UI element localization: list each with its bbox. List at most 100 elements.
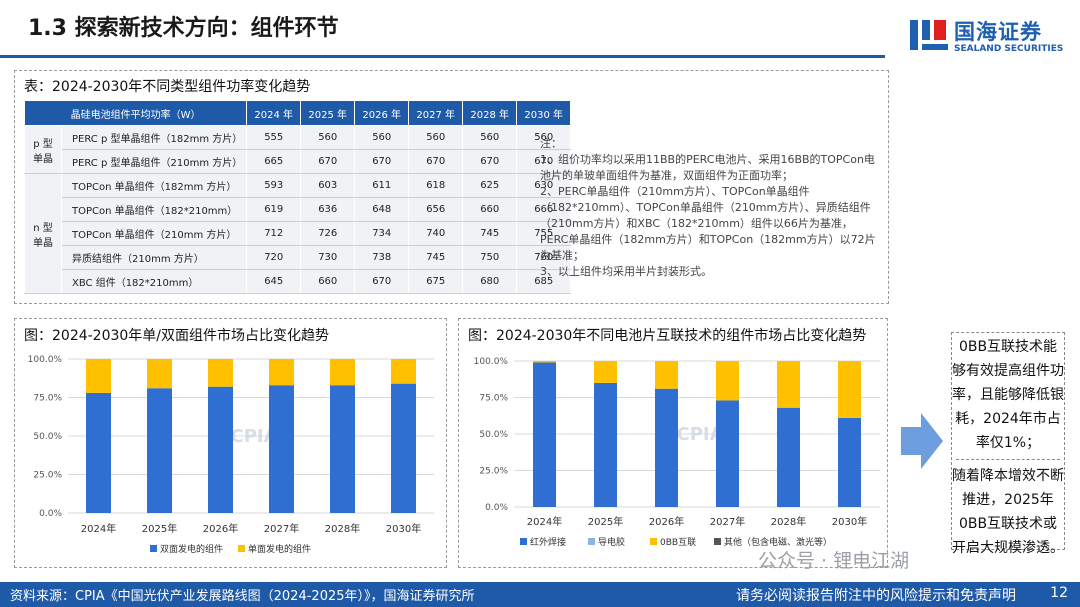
- legend-swatch: [520, 538, 527, 545]
- table-cell-value: 670: [462, 149, 518, 174]
- table-header-year: 2025 年: [300, 100, 356, 126]
- table-cell-module: TOPCon 单晶组件（182mm 方片）: [60, 173, 248, 198]
- arrow-right-icon: [901, 413, 943, 469]
- bar-segment: [147, 388, 172, 513]
- table-cell-value: 745: [408, 245, 464, 270]
- table-header-year: 2024 年: [246, 100, 302, 126]
- bar-segment: [269, 359, 294, 386]
- x-tick-label: 2025年: [588, 515, 623, 528]
- table-cell-value: 665: [246, 149, 302, 174]
- table-cell-value: 738: [354, 245, 410, 270]
- bar-segment: [330, 359, 355, 386]
- chart2-panel: [458, 318, 888, 568]
- legend-swatch: [150, 545, 157, 552]
- legend-label: 双面发电的组件: [160, 543, 223, 555]
- page-number: 12: [1050, 585, 1068, 601]
- legend-label: 导电胶: [598, 536, 625, 548]
- table-cell-module: PERC p 型单晶组件（210mm 方片）: [60, 149, 248, 174]
- x-tick-label: 2027年: [710, 515, 745, 528]
- legend-label: 单面发电的组件: [248, 543, 311, 555]
- notes-label: 注：: [540, 137, 562, 150]
- bar-segment: [594, 382, 617, 507]
- y-tick-label: 0.0%: [485, 503, 508, 513]
- table-cell-value: 560: [462, 125, 518, 150]
- logo-text-en: SEALAND SECURITIES: [954, 44, 1064, 54]
- table-row: TOPCon 单晶组件（182*210mm） 619 636 648 656 660 666: [25, 197, 572, 222]
- table-cell-module: XBC 组件（182*210mm）: [60, 269, 248, 294]
- table-cell-value: 680: [462, 269, 518, 294]
- legend-swatch: [588, 538, 595, 545]
- table-cell-value: 670: [354, 269, 410, 294]
- y-tick-label: 50.0%: [33, 432, 62, 442]
- bar-segment: [838, 417, 861, 507]
- table-cell-value: 660: [462, 197, 518, 222]
- conclusion-box: 0BB互联技术能够有效提高组件功率，且能够降低银耗，2024年市占率仅1%； 随…: [951, 332, 1065, 556]
- table-cell-value: 675: [408, 269, 464, 294]
- bar-segment: [86, 392, 111, 513]
- table-header-year: 2028 年: [462, 100, 518, 126]
- footer-disclaimer: 请务必阅读报告附注中的风险提示和免责声明: [736, 588, 1016, 604]
- table-notes: 注： 1、组价功率均以采用11BB的PERC电池片、采用16BB的TOPCon电…: [540, 136, 880, 280]
- bar-segment: [533, 362, 556, 507]
- bar-segment: [655, 361, 678, 389]
- table-cell-value: 560: [300, 125, 356, 150]
- table-cell-module: PERC p 型单晶组件（182mm 方片）: [60, 125, 248, 150]
- chart-title: 图：2024-2030年单/双面组件市场占比变化趋势: [24, 327, 329, 344]
- watermark: 公众号 · 锂电江湖: [758, 550, 910, 572]
- bar-segment: [208, 359, 233, 387]
- table-cell-value: 666: [516, 197, 572, 222]
- table-panel: [14, 70, 889, 304]
- y-tick-label: 25.0%: [479, 467, 508, 477]
- table-cell-value: 593: [246, 173, 302, 198]
- note-line: 1、组价功率均以采用11BB的PERC电池片、采用16BB的TOPCon电池片的…: [540, 153, 875, 182]
- x-tick-label: 2025年: [142, 522, 177, 535]
- bar-segment: [330, 385, 355, 513]
- table-cell-value: 670: [408, 149, 464, 174]
- table-cell-value: 760: [516, 245, 572, 270]
- x-tick-label: 2028年: [771, 515, 806, 528]
- table-cell-value: 745: [462, 221, 518, 246]
- bar-segment: [533, 361, 556, 363]
- y-tick-label: 25.0%: [33, 471, 62, 481]
- table-cell-value: 555: [246, 125, 302, 150]
- table-row: XBC 组件（182*210mm） 645 660 670 675 680 685: [25, 269, 572, 294]
- bar-segment: [147, 359, 172, 389]
- y-tick-label: 100.0%: [28, 355, 63, 365]
- bar-segment: [716, 400, 739, 507]
- bar-segment: [655, 388, 678, 507]
- y-tick-label: 0.0%: [39, 509, 62, 519]
- x-tick-label: 2026年: [203, 522, 238, 535]
- table-cell-value: 750: [462, 245, 518, 270]
- note-line: 3、以上组件均采用半片封装形式。: [540, 265, 712, 278]
- legend-label: 其他（包含电磁、激光等）: [724, 536, 832, 548]
- conclusion-divider: [956, 459, 1060, 460]
- chart-watermark: CPIA: [230, 426, 277, 447]
- conclusion-text-2: 随着降本增效不断推进，2025年0BB互联技术或开启大规模渗透。: [952, 468, 1064, 556]
- bar-segment: [716, 361, 739, 401]
- x-tick-label: 2024年: [81, 522, 116, 535]
- table-cell-value: 685: [516, 269, 572, 294]
- legend-swatch: [238, 545, 245, 552]
- y-tick-label: 100.0%: [474, 357, 509, 367]
- x-tick-label: 2027年: [264, 522, 299, 535]
- brand-logo: 国海证券 SEALAND SECURITIES: [908, 14, 1068, 62]
- bar-segment: [777, 407, 800, 507]
- table-header-first: 晶硅电池组件平均功率（W）: [23, 100, 248, 126]
- table-cell-value: 660: [300, 269, 356, 294]
- legend-swatch: [714, 538, 721, 545]
- table-cell-value: 730: [300, 245, 356, 270]
- table-row: p 型 单晶 PERC p 型单晶组件（182mm 方片） 555 560 560 560…: [24, 125, 572, 174]
- y-tick-label: 75.0%: [33, 394, 62, 404]
- table-cell-value: 648: [354, 197, 410, 222]
- legend-label: 0BB互联: [660, 537, 696, 548]
- table-row: TOPCon 单晶组件（210mm 方片） 712 726 734 740 745 755: [25, 221, 572, 246]
- table-title: 表：2024-2030年不同类型组件功率变化趋势: [24, 79, 311, 95]
- table-cell-value: 619: [246, 197, 302, 222]
- logo-mark-icon: [910, 20, 948, 50]
- table-cell-value: 712: [246, 221, 302, 246]
- bar-segment: [838, 361, 861, 418]
- table-cell-module: TOPCon 单晶组件（210mm 方片）: [60, 221, 248, 246]
- table-cell-value: 720: [246, 245, 302, 270]
- logo-text-cn: 国海证券: [954, 20, 1042, 44]
